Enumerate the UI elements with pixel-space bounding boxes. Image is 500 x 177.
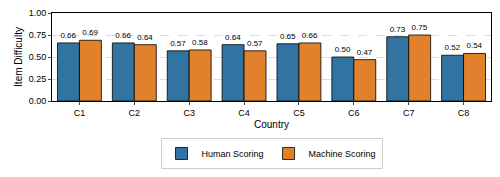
- svg-text:0.73: 0.73: [390, 25, 406, 34]
- svg-text:0.66: 0.66: [115, 31, 131, 40]
- svg-text:0.66: 0.66: [60, 31, 76, 40]
- svg-text:Human Scoring: Human Scoring: [202, 149, 264, 159]
- svg-text:0.00: 0.00: [29, 96, 47, 106]
- svg-text:C8: C8: [458, 108, 470, 118]
- svg-text:0.75: 0.75: [29, 30, 47, 40]
- svg-text:C1: C1: [74, 108, 86, 118]
- svg-text:C5: C5: [293, 108, 305, 118]
- svg-text:0.66: 0.66: [302, 31, 318, 40]
- svg-text:C6: C6: [348, 108, 360, 118]
- svg-text:Item Difficulty: Item Difficulty: [13, 27, 24, 87]
- svg-text:0.25: 0.25: [29, 74, 47, 84]
- svg-text:0.65: 0.65: [280, 32, 296, 41]
- svg-text:0.57: 0.57: [170, 39, 186, 48]
- svg-text:C4: C4: [238, 108, 250, 118]
- svg-text:0.58: 0.58: [192, 38, 208, 47]
- svg-text:C3: C3: [183, 108, 195, 118]
- svg-text:Machine Scoring: Machine Scoring: [309, 149, 376, 159]
- svg-text:1.00: 1.00: [29, 8, 47, 18]
- svg-text:0.57: 0.57: [247, 39, 263, 48]
- svg-text:0.47: 0.47: [357, 48, 373, 57]
- svg-text:C7: C7: [403, 108, 415, 118]
- svg-text:0.64: 0.64: [137, 33, 153, 42]
- svg-text:0.50: 0.50: [335, 45, 351, 54]
- svg-text:0.54: 0.54: [466, 41, 482, 50]
- svg-text:0.69: 0.69: [82, 28, 98, 37]
- svg-text:Country: Country: [254, 119, 289, 130]
- svg-text:C2: C2: [129, 108, 141, 118]
- svg-text:0.64: 0.64: [225, 33, 241, 42]
- svg-text:0.52: 0.52: [445, 43, 461, 52]
- svg-text:0.50: 0.50: [29, 52, 47, 62]
- svg-text:0.75: 0.75: [412, 23, 428, 32]
